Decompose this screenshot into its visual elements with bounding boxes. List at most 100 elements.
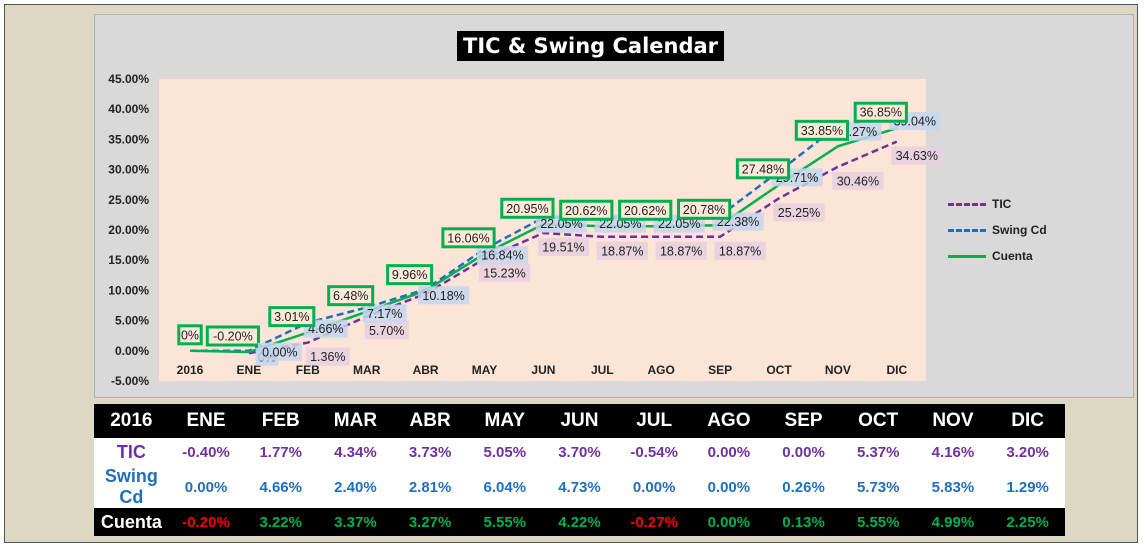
table-header-month: OCT — [858, 410, 899, 431]
legend-item-cuenta: Cuenta — [948, 248, 1047, 274]
y-tick-label: 35.00% — [108, 132, 149, 146]
legend-swatch — [948, 255, 986, 258]
data-label-bg — [478, 263, 531, 282]
x-tick-label: SEP — [708, 363, 732, 377]
y-tick-label: 10.00% — [108, 283, 149, 297]
table-cell: 4.34% — [334, 443, 377, 461]
data-label-bg — [305, 347, 350, 366]
table-cell: -0.20% — [182, 513, 230, 531]
data-label-bg — [714, 241, 766, 260]
table-cell: 2.25% — [1006, 513, 1049, 531]
y-tick-label: 20.00% — [108, 223, 149, 237]
data-label-bg — [537, 237, 589, 256]
table-header-month: SEP — [784, 410, 823, 431]
legend-label: TIC — [992, 197, 1012, 211]
table-header-month: JUN — [560, 410, 599, 431]
table-cell: 1.29% — [1006, 478, 1049, 496]
data-label-bg — [364, 321, 409, 340]
table-cell: 5.37% — [856, 443, 900, 461]
data-label: 5.70% — [369, 324, 404, 338]
table-cell: 2.40% — [334, 478, 377, 496]
table-cell: 5.73% — [856, 478, 900, 496]
table-cell: 0.00% — [184, 478, 228, 496]
table-row: Swing Cd 0.00% 4.66% 2.40% 2.81% 6.04% 4.73% 0.… — [94, 466, 1065, 508]
data-label: 7.17% — [367, 307, 402, 321]
table-cell: 4.66% — [259, 478, 302, 496]
data-label: 16.84% — [481, 249, 523, 263]
data-label-bg — [418, 286, 470, 305]
y-tick-label: 15.00% — [108, 253, 149, 267]
data-label: 0.00% — [262, 345, 297, 359]
table-cell: 3.37% — [334, 513, 377, 531]
table-cell: 4.16% — [931, 443, 975, 461]
data-label-box — [618, 199, 673, 221]
chart-title: TIC & Swing Calendar — [457, 31, 725, 61]
data-label: 16.06% — [447, 231, 489, 245]
data-label-box — [500, 197, 555, 219]
data-label-bg — [832, 171, 884, 190]
data-label: 30.46% — [837, 174, 879, 188]
data-label: 18.87% — [660, 244, 702, 258]
table-cell: 0.00% — [707, 513, 751, 531]
data-label: 4.66% — [308, 322, 343, 336]
x-tick-label: ENE — [237, 363, 262, 377]
table-cell: 3.73% — [408, 443, 452, 461]
y-tick-label: 40.00% — [108, 102, 149, 116]
chart-legend: TIC Swing Cd Cuenta — [948, 196, 1047, 274]
data-label: 20.62% — [624, 204, 666, 218]
table-header-month: FEB — [261, 410, 300, 431]
data-label: 34.63% — [896, 149, 938, 163]
table-cell: -0.40% — [182, 443, 230, 461]
data-label: 10.18% — [422, 289, 464, 303]
x-tick-label: MAY — [472, 363, 498, 377]
data-label-box — [177, 324, 203, 346]
data-label-box — [735, 158, 791, 180]
data-label-bg — [773, 203, 825, 222]
data-label: 9.96% — [392, 268, 427, 282]
table-header-month: JUL — [636, 410, 673, 431]
table-cell: 1.77% — [259, 443, 302, 461]
x-tick-label: JUL — [591, 363, 614, 377]
data-label-box — [327, 285, 375, 307]
x-tick-label: JUN — [531, 363, 555, 377]
table-header-month: ENE — [186, 410, 226, 431]
x-tick-label: 2016 — [177, 363, 204, 377]
table-body: TIC -0.40% 1.77% 4.34% 3.73% 5.05% 3.70% -0.54%… — [94, 438, 1065, 536]
table-cell: 0.00% — [707, 478, 751, 496]
data-label-bg — [655, 241, 707, 260]
legend-label: Cuenta — [992, 249, 1033, 263]
data-label: -0.20% — [213, 330, 253, 344]
data-label-bg — [596, 241, 648, 260]
table-cell: -0.27% — [630, 513, 678, 531]
table-cell: 0.00% — [707, 443, 751, 461]
table-cell: 3.22% — [259, 513, 302, 531]
table-cell: 6.04% — [483, 478, 527, 496]
x-tick-label: ABR — [413, 363, 439, 377]
data-label: 0% — [181, 328, 199, 342]
data-label-box — [794, 119, 849, 141]
x-tick-label: AGO — [648, 363, 675, 377]
table-cell: -0.54% — [630, 443, 678, 461]
data-label: 18.87% — [719, 244, 761, 258]
table-cell: 5.83% — [931, 478, 975, 496]
table-header-row: 2016 ENE FEB MAR ABR MAY JUN JUL AGO SEP OCT NOV DIC — [94, 404, 1065, 438]
x-tick-label: OCT — [766, 363, 792, 377]
series-line-tic — [248, 140, 898, 355]
table-header-month: NOV — [932, 410, 974, 431]
table-cell: 3.27% — [408, 513, 452, 531]
data-label: 6.48% — [333, 289, 368, 303]
legend-item-tic: TIC — [948, 196, 1047, 222]
y-tick-label: 25.00% — [108, 193, 149, 207]
table-row: TIC -0.40% 1.77% 4.34% 3.73% 5.05% 3.70% -0.54%… — [94, 438, 1065, 466]
data-label-box — [677, 198, 732, 220]
table-header-month: ABR — [409, 410, 451, 431]
x-tick-label: FEB — [296, 363, 320, 377]
data-label: 15.23% — [483, 266, 525, 280]
table-cell: 4.22% — [558, 513, 601, 531]
table-cell: 0.00% — [782, 443, 825, 461]
x-tick-label: NOV — [825, 363, 851, 377]
table-header-month: AGO — [707, 410, 751, 431]
table-cell: 3.20% — [1006, 443, 1049, 461]
data-label: 20.62% — [565, 204, 607, 218]
legend-swatch — [948, 203, 986, 206]
